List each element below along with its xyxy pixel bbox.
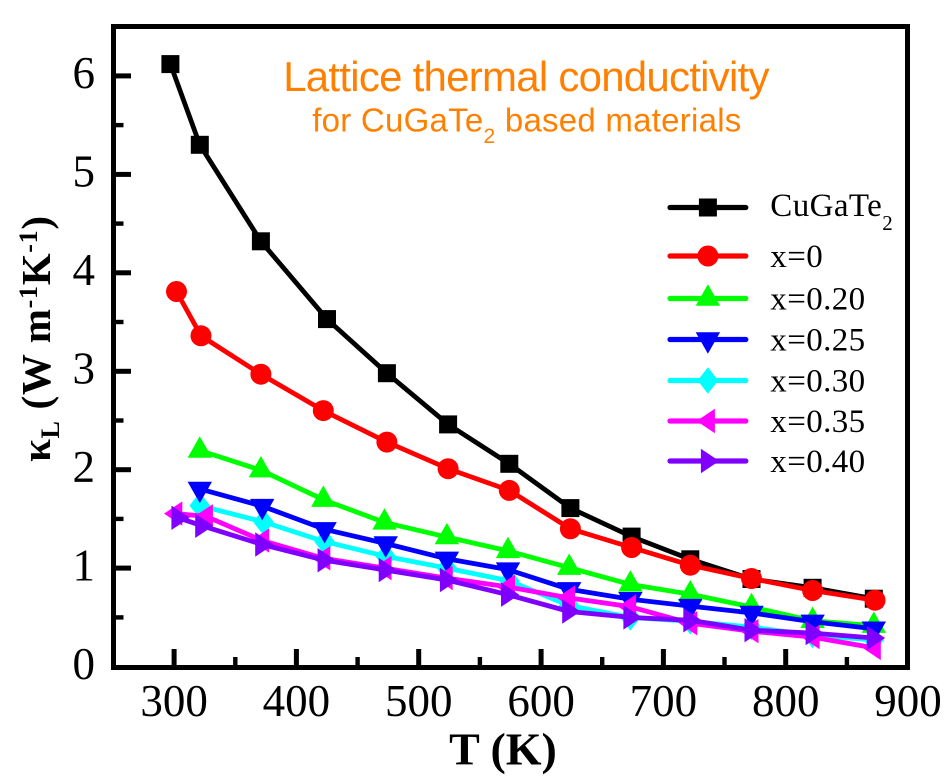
svg-text:2: 2	[73, 442, 96, 492]
svg-text:500: 500	[385, 676, 453, 726]
svg-text:x=0.35: x=0.35	[770, 404, 865, 440]
svg-text:κL (W m-1K-1): κL (W m-1K-1)	[13, 215, 65, 462]
svg-text:3: 3	[73, 343, 96, 393]
svg-text:x=0.30: x=0.30	[770, 364, 865, 400]
svg-text:6: 6	[73, 48, 96, 98]
svg-text:4: 4	[73, 245, 96, 295]
svg-text:300: 300	[140, 676, 208, 726]
svg-text:x=0: x=0	[770, 239, 823, 275]
svg-text:400: 400	[263, 676, 331, 726]
svg-text:x=0.25: x=0.25	[770, 323, 865, 359]
svg-text:0: 0	[73, 639, 96, 689]
svg-text:1: 1	[73, 540, 96, 590]
svg-text:600: 600	[507, 676, 575, 726]
svg-text:5: 5	[73, 147, 96, 197]
svg-text:x=0.20: x=0.20	[770, 282, 865, 318]
svg-text:700: 700	[630, 676, 698, 726]
svg-text:x=0.40: x=0.40	[770, 444, 865, 480]
svg-text:900: 900	[874, 676, 942, 726]
svg-text:Lattice thermal conductivity: Lattice thermal conductivity	[283, 53, 769, 100]
svg-text:800: 800	[752, 676, 820, 726]
svg-text:T (K): T (K)	[449, 723, 557, 774]
